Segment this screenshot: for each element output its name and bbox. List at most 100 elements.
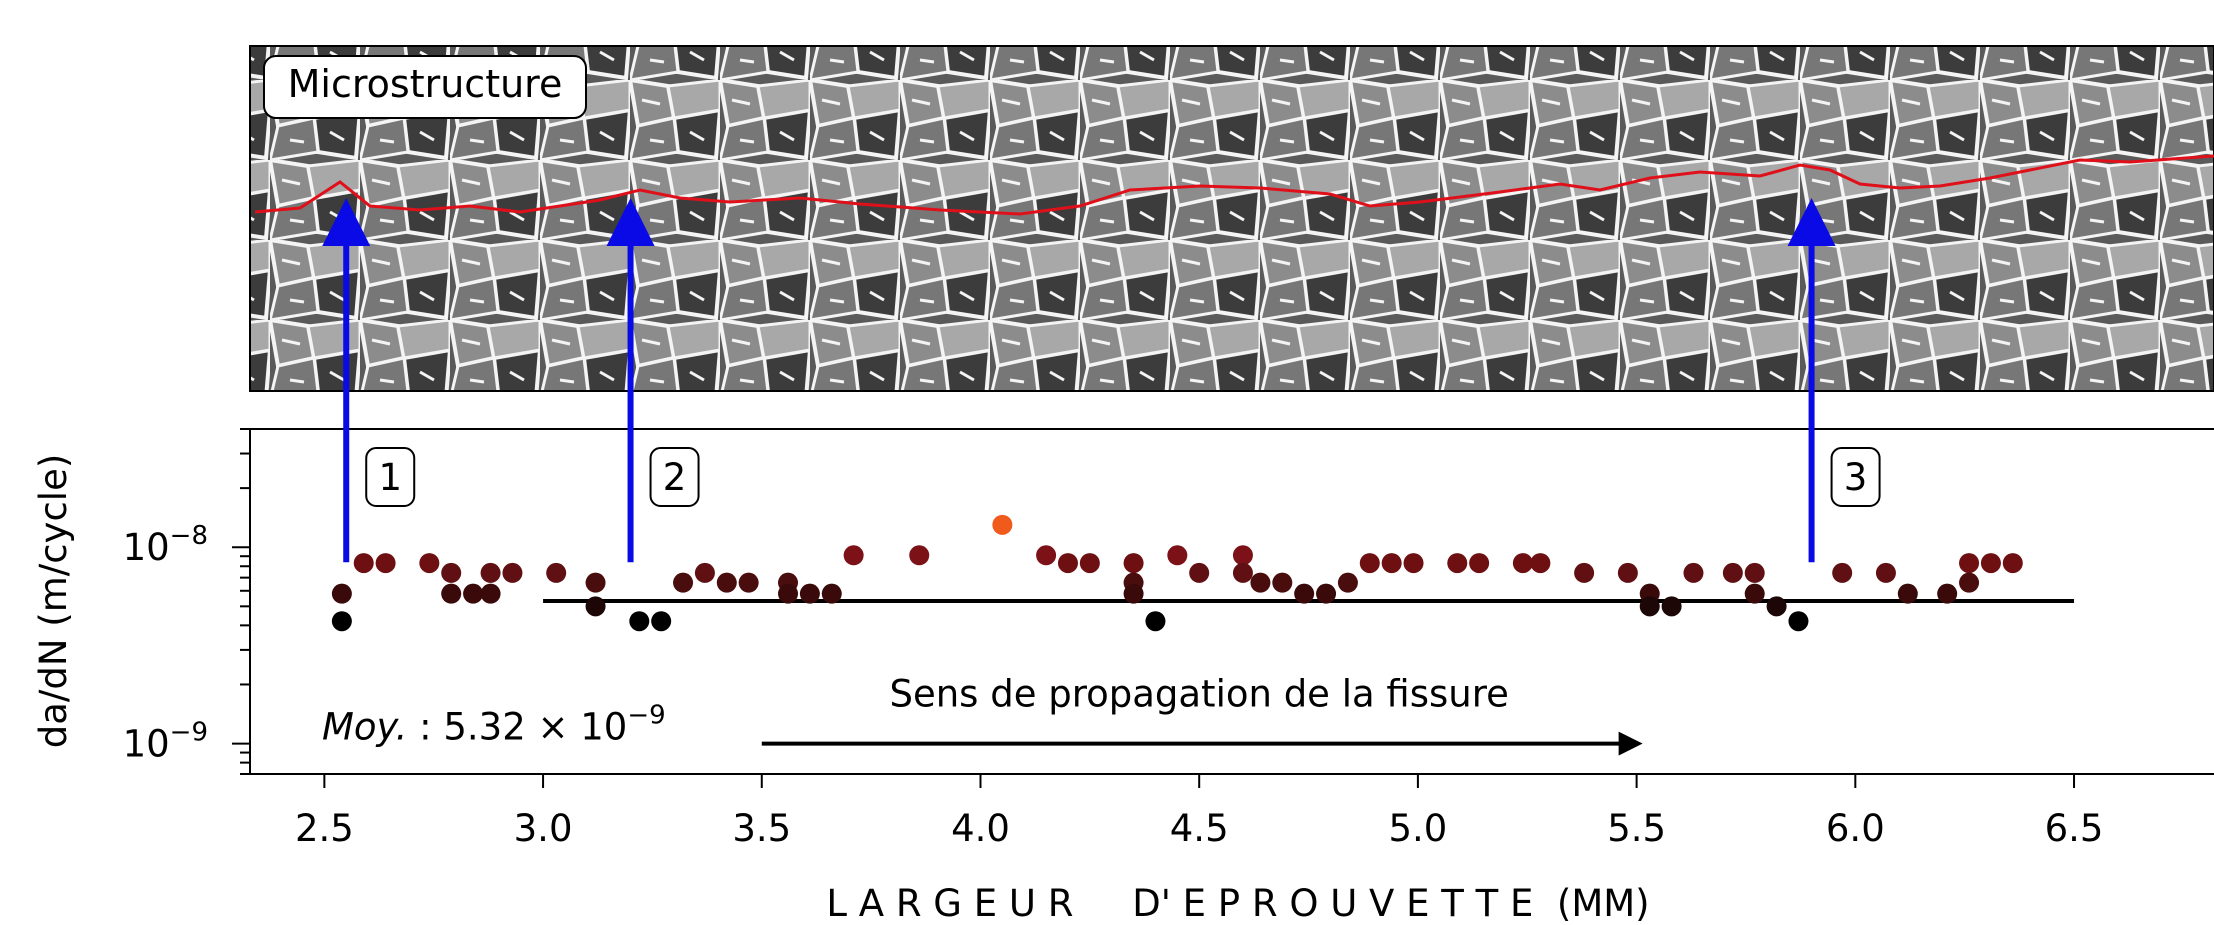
x-tick-label: 5.5 (1607, 807, 1666, 850)
data-point (1683, 562, 1704, 583)
data-point (441, 583, 462, 604)
data-point (694, 562, 715, 583)
data-point (1744, 562, 1765, 583)
data-point (585, 572, 606, 593)
y-tick-base: 10 (123, 526, 170, 569)
y-tick-label: 10−8 (123, 521, 208, 569)
data-point (673, 572, 694, 593)
data-point (2002, 553, 2023, 574)
data-point (843, 545, 864, 566)
data-point (738, 572, 759, 593)
marker-label-box (365, 447, 416, 507)
x-tick-label: 4.0 (951, 807, 1010, 850)
data-point (1937, 583, 1958, 604)
y-axis-ticks: 10−910−8 (123, 428, 250, 775)
data-point (1530, 553, 1551, 574)
data-point (1832, 562, 1853, 583)
data-point (629, 611, 650, 632)
data-point (1232, 562, 1253, 583)
data-point (419, 553, 440, 574)
data-point (480, 562, 501, 583)
marker-label: 2 (663, 456, 687, 499)
microstructure-label-box: Microstructure (263, 55, 587, 119)
location-markers: 1 2 3 (322, 198, 1881, 563)
data-point (909, 545, 930, 566)
data-point (1359, 553, 1380, 574)
mean-label-exponent: −9 (627, 701, 665, 731)
data-point (480, 583, 501, 604)
x-tick-label: 4.5 (1170, 807, 1229, 850)
mean-label: Moy. : 5.32 × 10−9 (322, 701, 666, 749)
mean-label-value: : 5.32 × 10 (407, 706, 627, 749)
data-points (331, 514, 2023, 632)
data-point (1272, 572, 1293, 593)
x-axis-label: L A R G E U R D' E P R O U V E T T E (MM… (826, 882, 1649, 925)
data-point (1079, 553, 1100, 574)
data-point (651, 611, 672, 632)
data-point (716, 572, 737, 593)
data-point (1316, 583, 1337, 604)
data-point (1167, 545, 1188, 566)
x-tick-label: 2.5 (295, 807, 354, 850)
data-point (585, 596, 606, 617)
x-tick-label: 3.5 (732, 807, 791, 850)
data-point (1337, 572, 1358, 593)
data-point (1189, 562, 1210, 583)
data-point (1250, 572, 1271, 593)
data-point (1123, 583, 1144, 604)
data-point (1980, 553, 2001, 574)
data-point (546, 562, 567, 583)
data-point (1766, 596, 1787, 617)
x-tick-label: 5.0 (1388, 807, 1447, 850)
data-point (331, 611, 352, 632)
y-tick-exponent: −9 (170, 718, 208, 748)
data-point (441, 562, 462, 583)
y-tick-exponent: −8 (170, 521, 208, 551)
y-tick-label: 10−9 (123, 718, 208, 766)
data-point (1145, 611, 1166, 632)
data-point (331, 583, 352, 604)
data-point (1639, 596, 1660, 617)
data-point (375, 553, 396, 574)
data-point (1057, 553, 1078, 574)
data-point (1403, 553, 1424, 574)
marker-label-box (1830, 447, 1881, 507)
data-point (799, 583, 820, 604)
data-point (1381, 553, 1402, 574)
data-point (1744, 583, 1765, 604)
marker-label: 1 (378, 456, 402, 499)
data-point (1447, 553, 1468, 574)
x-tick-label: 6.5 (2045, 807, 2104, 850)
marker-label-box (649, 447, 700, 507)
data-point (1897, 583, 1918, 604)
crack-path (254, 154, 2214, 216)
data-point (1469, 553, 1490, 574)
data-point (992, 514, 1013, 535)
marker-label: 3 (1844, 456, 1868, 499)
data-point (1123, 553, 1144, 574)
data-point (1574, 562, 1595, 583)
data-point (1294, 583, 1315, 604)
data-point (502, 562, 523, 583)
mean-label-italic: Moy. (322, 706, 407, 749)
data-point (1722, 562, 1743, 583)
data-point (463, 583, 484, 604)
x-axis-ticks: 2.5 3.0 3.5 4.0 4.5 5.0 5.5 6.0 6.5 (295, 774, 2104, 850)
data-point (1959, 572, 1980, 593)
plot-axes (249, 428, 2214, 775)
data-point (1788, 611, 1809, 632)
data-point (1036, 545, 1057, 566)
data-point (1661, 596, 1682, 617)
x-tick-label: 3.0 (514, 807, 573, 850)
data-point (1617, 562, 1638, 583)
data-point (353, 553, 374, 574)
data-point (1512, 553, 1533, 574)
data-point (821, 583, 842, 604)
y-tick-base: 10 (123, 723, 170, 766)
data-point (1875, 562, 1896, 583)
microstructure-label: Microstructure (288, 62, 563, 106)
x-tick-label: 6.0 (1826, 807, 1885, 850)
data-point (1232, 545, 1253, 566)
data-point (1959, 553, 1980, 574)
